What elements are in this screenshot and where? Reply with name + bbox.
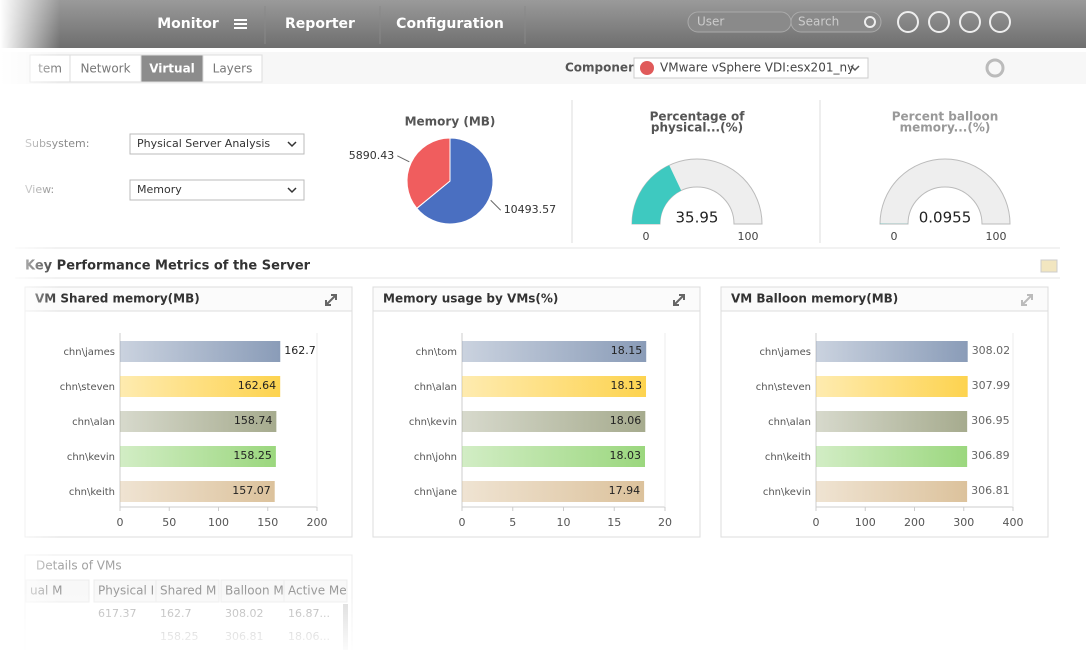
category-label: chn\steven (60, 382, 115, 393)
category-label: chn\alan (768, 417, 811, 428)
filter-value: Physical Server Analysis (137, 137, 270, 150)
gauge-value: 0.0955 (919, 209, 972, 227)
category-label: chn\keith (69, 487, 115, 498)
value-label: 158.74 (234, 414, 273, 427)
bar (816, 481, 967, 502)
tabs: temNetworkVirtualLayers (30, 55, 262, 82)
x-tick-label: 15 (607, 516, 621, 529)
bar (120, 341, 280, 362)
value-label: 308.02 (972, 344, 1011, 357)
value-label: 162.64 (238, 379, 277, 392)
x-tick-label: 0 (459, 516, 466, 529)
panel-title: Memory usage by VMs(%) (383, 292, 558, 306)
category-label: chn\james (759, 347, 811, 358)
gauge-title: physical...(%) (651, 121, 743, 135)
menu-icon[interactable] (234, 19, 247, 29)
gauge-tick: 100 (738, 230, 759, 243)
category-label: chn\kevin (409, 417, 457, 428)
bar (816, 341, 968, 362)
category-label: chn\alan (414, 382, 457, 393)
gauge-tick: 0 (643, 230, 650, 243)
x-tick-label: 200 (904, 516, 925, 529)
x-tick-label: 100 (208, 516, 229, 529)
gauge-tick: 100 (986, 230, 1007, 243)
fade (0, 590, 1086, 650)
chart-panel: Memory usage by VMs(%) 0 5 10 15 20 chn\tom 18.… (373, 287, 700, 537)
memory-pie: Memory (MB) 10493.57 5890.43 (349, 115, 556, 225)
leader-line (397, 156, 409, 162)
component-value: VMware vSphere VDI:esx201_ny (660, 61, 854, 75)
value-label: 306.81 (971, 484, 1010, 497)
value-label: 162.7 (284, 344, 316, 357)
filter-value: Memory (137, 183, 182, 196)
leader-line (491, 200, 501, 210)
gauge-tick: 0 (891, 230, 898, 243)
pie-label: 10493.57 (504, 203, 557, 216)
value-label: 18.03 (610, 449, 642, 462)
category-label: chn\steven (756, 382, 811, 393)
chart-panel: VM Balloon memory(MB) 0 100 200 300 400 chn\ja… (721, 287, 1048, 537)
gauge-title: memory...(%) (900, 121, 991, 135)
x-tick-label: 100 (855, 516, 876, 529)
fade (0, 0, 60, 650)
nav-item[interactable]: Reporter (285, 16, 355, 32)
category-label: chn\alan (72, 417, 115, 428)
category-label: chn\james (63, 347, 115, 358)
category-label: chn\kevin (67, 452, 115, 463)
value-label: 307.99 (972, 379, 1011, 392)
value-label: 306.89 (971, 449, 1010, 462)
category-label: chn\keith (765, 452, 811, 463)
x-tick-label: 20 (658, 516, 672, 529)
filters: Subsystem:Physical Server AnalysisView:M… (25, 134, 304, 200)
tab-label: Network (80, 62, 130, 76)
x-tick-label: 150 (257, 516, 278, 529)
component-label: Component (565, 61, 643, 75)
pie-title: Memory (MB) (405, 115, 496, 129)
tab-label: Virtual (149, 62, 195, 76)
x-tick-label: 10 (557, 516, 571, 529)
x-tick-label: 0 (813, 516, 820, 529)
value-label: 157.07 (232, 484, 271, 497)
value-label: 18.15 (611, 344, 643, 357)
gauge-value: 35.95 (676, 209, 719, 227)
search-placeholder: Search (798, 15, 839, 29)
x-tick-label: 200 (307, 516, 328, 529)
value-label: 18.06 (610, 414, 642, 427)
category-label: chn\jane (414, 487, 457, 498)
nav-item[interactable]: Monitor (157, 16, 219, 32)
bar (816, 446, 967, 467)
bar (816, 411, 967, 432)
tab-label: Layers (213, 62, 253, 76)
x-tick-label: 50 (162, 516, 176, 529)
value-label: 158.25 (233, 449, 272, 462)
value-label: 17.94 (609, 484, 641, 497)
value-label: 306.95 (971, 414, 1010, 427)
category-label: chn\kevin (763, 487, 811, 498)
nav-item[interactable]: Configuration (396, 16, 504, 32)
panel-title: VM Balloon memory(MB) (731, 292, 898, 306)
error-icon (640, 61, 654, 75)
bar (816, 376, 968, 397)
chart-icon[interactable] (1041, 260, 1057, 272)
value-label: 18.13 (611, 379, 643, 392)
pie-label: 5890.43 (349, 149, 395, 162)
x-tick-label: 0 (117, 516, 124, 529)
user-placeholder: User (697, 15, 724, 29)
section-title: Key Performance Metrics of the Server (25, 259, 311, 274)
category-label: chn\john (414, 452, 457, 463)
x-tick-label: 5 (509, 516, 516, 529)
x-tick-label: 400 (1003, 516, 1024, 529)
x-tick-label: 300 (953, 516, 974, 529)
category-label: chn\tom (416, 347, 457, 358)
